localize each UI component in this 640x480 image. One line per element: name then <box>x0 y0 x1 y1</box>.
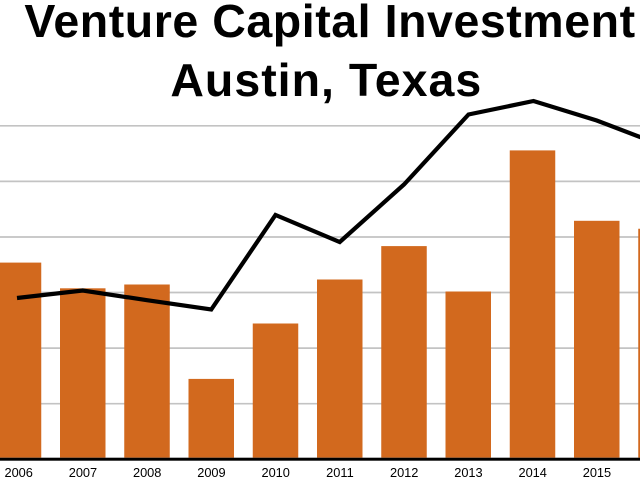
svg-text:2006: 2006 <box>4 465 32 480</box>
svg-text:2008: 2008 <box>133 465 161 480</box>
svg-text:2009: 2009 <box>197 465 225 480</box>
svg-text:2011: 2011 <box>326 465 354 480</box>
svg-text:2013: 2013 <box>454 465 482 480</box>
svg-text:2007: 2007 <box>69 465 97 480</box>
svg-text:Venture Capital Investment: Venture Capital Investment <box>24 0 635 47</box>
svg-text:2010: 2010 <box>261 465 289 480</box>
svg-text:2014: 2014 <box>518 465 546 480</box>
svg-text:2012: 2012 <box>390 465 418 480</box>
svg-text:2015: 2015 <box>583 465 611 480</box>
svg-text:Austin, Texas: Austin, Texas <box>170 54 482 106</box>
